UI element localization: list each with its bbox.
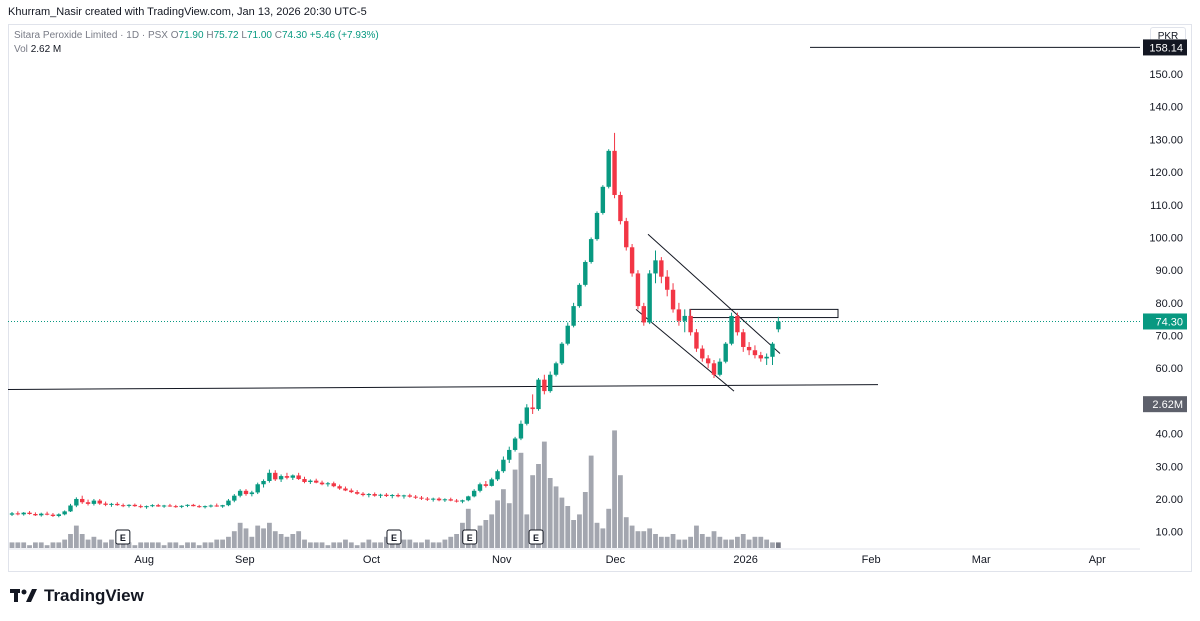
volume-value: 2.62 M: [30, 44, 62, 55]
close-label: C: [274, 30, 282, 41]
tradingview-brand: TradingView: [44, 586, 144, 605]
high-value: 75.72: [213, 30, 239, 41]
open-label: O: [170, 30, 179, 41]
change-value: +5.46 (+7.93%): [309, 30, 379, 41]
volume-label: Vol: [14, 44, 28, 55]
low-value: 71.00: [246, 30, 272, 41]
chart-frame[interactable]: [8, 24, 1192, 572]
high-label: H: [206, 30, 214, 41]
tradingview-logo[interactable]: TradingView: [10, 586, 144, 606]
volume-legend[interactable]: Vol 2.62 M: [14, 44, 61, 55]
tradingview-logo-icon: [10, 589, 37, 602]
currency-button[interactable]: PKR: [1150, 27, 1186, 47]
symbol-name: Sitara Peroxide Limited · 1D · PSX: [14, 30, 168, 41]
close-value: 74.30: [281, 30, 308, 41]
open-value: 71.90: [178, 30, 204, 41]
low-label: L: [241, 30, 247, 41]
symbol-legend[interactable]: Sitara Peroxide Limited · 1D · PSX O71.9…: [14, 30, 379, 41]
attribution-header: Khurram_Nasir created with TradingView.c…: [8, 6, 367, 18]
